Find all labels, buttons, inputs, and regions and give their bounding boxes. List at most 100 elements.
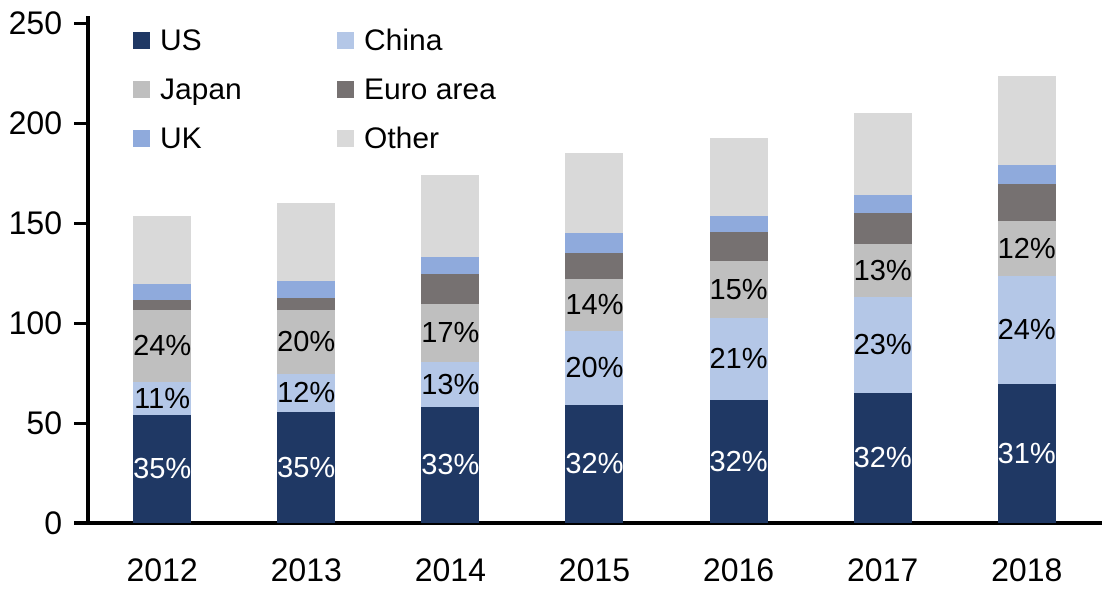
segment-label-us: 32% [565, 448, 624, 480]
bar-segment-us [997, 384, 1056, 523]
bar-segment-japan [709, 261, 768, 318]
legend-label: Other [364, 122, 440, 155]
bar-segment-uk [421, 257, 480, 274]
bar-segment-china [853, 297, 912, 393]
y-axis-tick-label: 150 [8, 205, 62, 241]
legend-swatch-icon [337, 32, 354, 49]
y-axis-tick-label: 200 [8, 105, 62, 141]
chart-legend: US China Japan Euro area UK Other [133, 24, 496, 155]
segment-label-japan: 15% [709, 273, 768, 306]
bar-segment-euro-area [853, 213, 912, 244]
bar-segment-japan [277, 310, 336, 374]
legend-swatch-icon [133, 81, 150, 98]
bar-segment-china [997, 276, 1056, 384]
legend-swatch-icon [133, 130, 150, 147]
y-axis-tick-label: 50 [26, 405, 62, 441]
segment-label-japan: 13% [853, 254, 912, 287]
bar-segment-uk [709, 216, 768, 232]
segment-label-china: 12% [277, 377, 336, 409]
segment-label-us: 35% [133, 453, 192, 485]
bar-segment-euro-area [709, 232, 768, 261]
bar-segment-japan [853, 244, 912, 297]
legend-item-china: China [337, 24, 496, 57]
bar-segment-us [421, 407, 480, 523]
legend-item-japan: Japan [133, 73, 337, 106]
x-axis-line [74, 521, 1102, 525]
y-axis-tick-label: 100 [8, 305, 62, 341]
bar-segment-uk [997, 165, 1056, 184]
legend-swatch-icon [337, 130, 354, 147]
x-axis-label: 2012 [126, 552, 198, 588]
legend-label: Japan [160, 73, 242, 106]
bar-segment-china [133, 382, 192, 415]
legend-item-other: Other [337, 122, 496, 155]
bar-segment-other [133, 216, 192, 284]
bar-segment-us [277, 412, 336, 523]
x-axis-label: 2015 [558, 552, 630, 588]
bar-segment-other [277, 203, 336, 281]
x-axis-label: 2013 [270, 552, 342, 588]
bar-segment-us [133, 415, 192, 523]
y-axis-tick [74, 121, 88, 125]
segment-label-china: 13% [421, 368, 480, 401]
bar-segment-other [853, 113, 912, 195]
x-axis-label: 2017 [847, 552, 919, 588]
bar-segment-china [709, 318, 768, 400]
segment-label-japan: 14% [565, 289, 624, 321]
bar-segment-other [709, 138, 768, 216]
bar-segment-euro-area [421, 274, 480, 304]
bar-segment-us [709, 400, 768, 523]
bar-segment-other [565, 153, 624, 233]
y-axis-tick [74, 221, 88, 225]
x-axis-label: 2014 [414, 552, 486, 588]
segment-label-china: 21% [709, 343, 768, 375]
x-axis-label: 2016 [702, 552, 775, 588]
bar-segment-euro-area [133, 300, 192, 310]
legend-item-uk: UK [133, 122, 337, 155]
legend-label: China [364, 24, 443, 57]
segment-label-china: 24% [997, 314, 1056, 346]
bar-segment-japan [997, 221, 1056, 276]
bar-segment-euro-area [565, 253, 624, 279]
bar-segment-us [565, 405, 624, 523]
legend-label: UK [160, 122, 202, 155]
segment-label-us: 32% [709, 445, 768, 478]
y-axis-tick [74, 21, 88, 25]
segment-label-japan: 24% [133, 330, 192, 362]
bar-segment-japan [565, 279, 624, 331]
legend-swatch-icon [337, 81, 354, 98]
legend-label: Euro area [364, 73, 496, 106]
y-axis-tick [74, 421, 88, 425]
bar-segment-china [565, 331, 624, 405]
bar-segment-uk [565, 233, 624, 253]
bar-segment-euro-area [277, 298, 336, 310]
y-axis-tick-label: 250 [8, 5, 62, 41]
legend-swatch-icon [133, 32, 150, 49]
y-axis-tick-label: 0 [44, 505, 62, 541]
legend-item-euro-area: Euro area [337, 73, 496, 106]
bar-segment-us [853, 393, 912, 523]
legend-item-us: US [133, 24, 337, 57]
bar-segment-uk [133, 284, 192, 300]
segment-label-japan: 17% [421, 317, 480, 349]
segment-label-us: 33% [421, 449, 480, 481]
x-axis-label: 2018 [991, 552, 1063, 588]
bar-segment-japan [133, 310, 192, 382]
segment-label-china: 11% [134, 382, 191, 415]
y-axis-line [86, 16, 90, 525]
bar-segment-japan [421, 304, 480, 362]
segment-label-us: 35% [277, 451, 336, 484]
bar-segment-other [421, 175, 480, 257]
bar-segment-euro-area [997, 184, 1056, 221]
segment-label-china: 20% [565, 352, 624, 384]
segment-label-japan: 20% [277, 326, 336, 358]
bar-segment-china [277, 374, 336, 412]
segment-label-us: 31% [997, 437, 1056, 470]
bar-segment-uk [853, 195, 912, 213]
segment-label-japan: 12% [997, 232, 1056, 265]
segment-label-us: 32% [853, 442, 912, 474]
bar-segment-uk [277, 281, 336, 298]
bar-segment-china [421, 362, 480, 407]
legend-label: US [160, 24, 202, 57]
